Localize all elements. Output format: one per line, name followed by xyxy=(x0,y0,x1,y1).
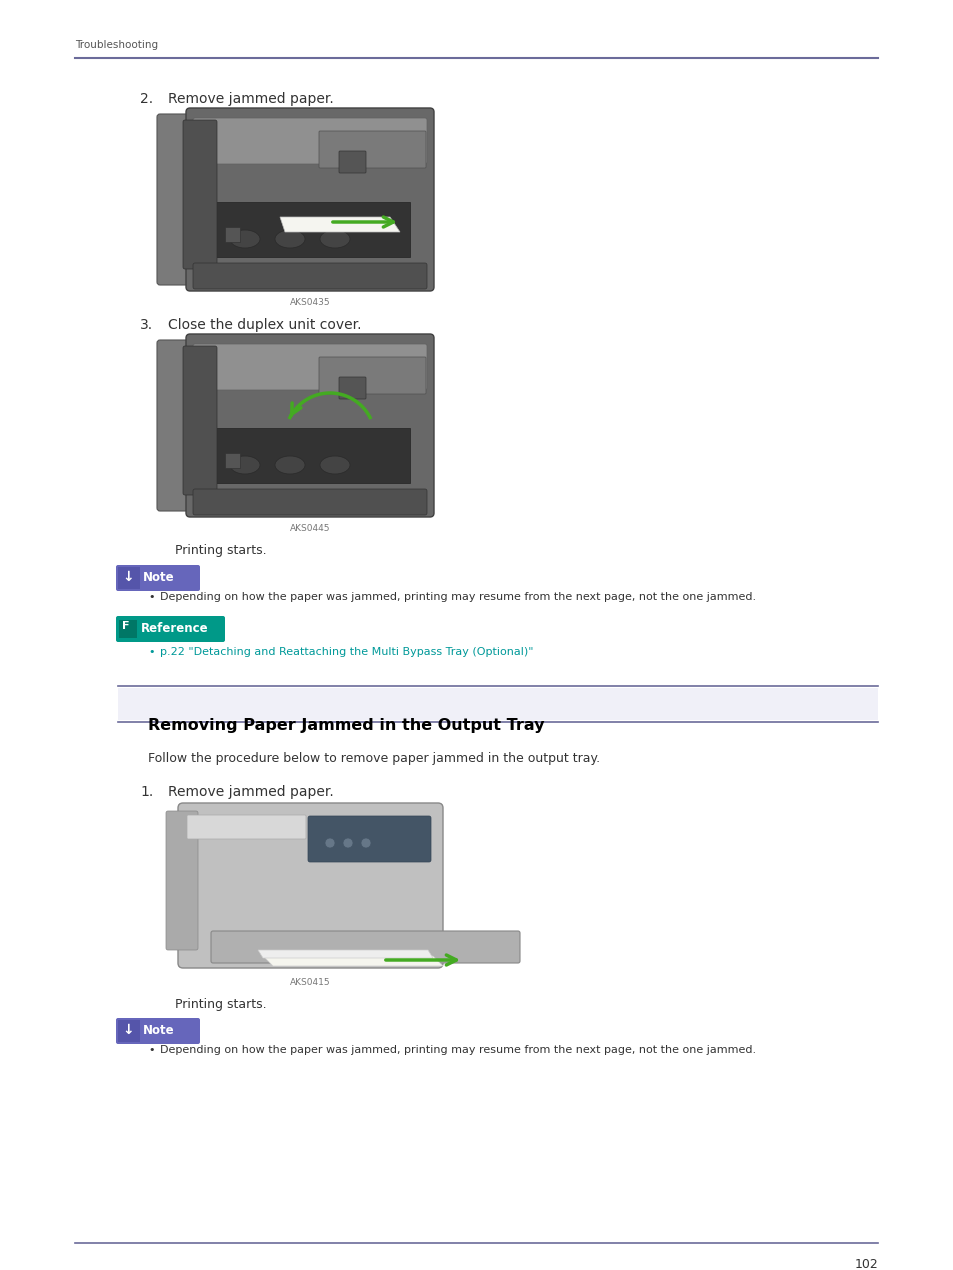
Text: AKS0445: AKS0445 xyxy=(290,525,330,533)
FancyBboxPatch shape xyxy=(166,812,198,950)
Bar xyxy=(225,453,240,469)
FancyBboxPatch shape xyxy=(157,114,237,284)
Circle shape xyxy=(343,838,353,848)
Bar xyxy=(118,1020,140,1041)
Circle shape xyxy=(325,838,335,848)
Text: F: F xyxy=(122,621,130,631)
Ellipse shape xyxy=(274,230,305,248)
FancyBboxPatch shape xyxy=(186,334,434,517)
Bar xyxy=(118,566,140,589)
FancyBboxPatch shape xyxy=(211,931,519,963)
Text: p.22 "Detaching and Reattaching the Multi Bypass Tray (Optional)": p.22 "Detaching and Reattaching the Mult… xyxy=(160,646,533,657)
Text: Note: Note xyxy=(143,572,174,584)
Text: Depending on how the paper was jammed, printing may resume from the next page, n: Depending on how the paper was jammed, p… xyxy=(160,592,756,602)
Circle shape xyxy=(360,838,371,848)
Text: 2.: 2. xyxy=(140,91,153,105)
Ellipse shape xyxy=(230,456,260,474)
Text: •: • xyxy=(148,646,154,657)
Text: Removing Paper Jammed in the Output Tray: Removing Paper Jammed in the Output Tray xyxy=(148,718,544,733)
Text: 1.: 1. xyxy=(140,785,153,799)
Text: 3.: 3. xyxy=(140,318,153,331)
Text: ↓: ↓ xyxy=(122,1024,133,1038)
Bar xyxy=(118,688,877,720)
FancyBboxPatch shape xyxy=(193,489,427,516)
Text: Depending on how the paper was jammed, printing may resume from the next page, n: Depending on how the paper was jammed, p… xyxy=(160,1045,756,1055)
Text: AKS0415: AKS0415 xyxy=(290,978,330,987)
Bar xyxy=(210,202,410,257)
Text: Troubleshooting: Troubleshooting xyxy=(75,39,158,50)
FancyBboxPatch shape xyxy=(338,151,366,173)
Text: Remove jammed paper.: Remove jammed paper. xyxy=(168,91,334,105)
Text: Printing starts.: Printing starts. xyxy=(174,544,266,558)
Ellipse shape xyxy=(230,230,260,248)
Bar xyxy=(119,620,137,638)
Ellipse shape xyxy=(319,230,350,248)
FancyBboxPatch shape xyxy=(193,344,427,390)
Ellipse shape xyxy=(274,456,305,474)
FancyBboxPatch shape xyxy=(183,345,216,495)
FancyBboxPatch shape xyxy=(308,817,431,862)
Bar xyxy=(225,227,240,243)
FancyBboxPatch shape xyxy=(116,616,225,643)
FancyBboxPatch shape xyxy=(186,108,434,291)
Text: •: • xyxy=(148,592,154,602)
FancyBboxPatch shape xyxy=(178,803,442,968)
Text: Remove jammed paper.: Remove jammed paper. xyxy=(168,785,334,799)
Text: AKS0435: AKS0435 xyxy=(290,298,330,307)
Text: Reference: Reference xyxy=(141,622,209,635)
Ellipse shape xyxy=(319,456,350,474)
FancyBboxPatch shape xyxy=(338,377,366,399)
FancyBboxPatch shape xyxy=(157,340,237,511)
Polygon shape xyxy=(280,217,399,232)
Text: Close the duplex unit cover.: Close the duplex unit cover. xyxy=(168,318,361,331)
FancyBboxPatch shape xyxy=(318,131,426,168)
FancyBboxPatch shape xyxy=(318,357,426,394)
Text: ↓: ↓ xyxy=(122,570,133,584)
Text: Follow the procedure below to remove paper jammed in the output tray.: Follow the procedure below to remove pap… xyxy=(148,752,599,765)
FancyBboxPatch shape xyxy=(116,565,200,591)
FancyBboxPatch shape xyxy=(187,815,306,839)
Text: 102: 102 xyxy=(853,1259,877,1270)
FancyBboxPatch shape xyxy=(183,119,216,269)
Polygon shape xyxy=(263,956,442,966)
FancyBboxPatch shape xyxy=(193,118,427,164)
Text: Printing starts.: Printing starts. xyxy=(174,998,266,1011)
FancyBboxPatch shape xyxy=(193,263,427,290)
Bar xyxy=(210,428,410,483)
Text: •: • xyxy=(148,1045,154,1055)
FancyBboxPatch shape xyxy=(116,1019,200,1044)
Polygon shape xyxy=(257,950,433,958)
Text: Note: Note xyxy=(143,1024,174,1038)
